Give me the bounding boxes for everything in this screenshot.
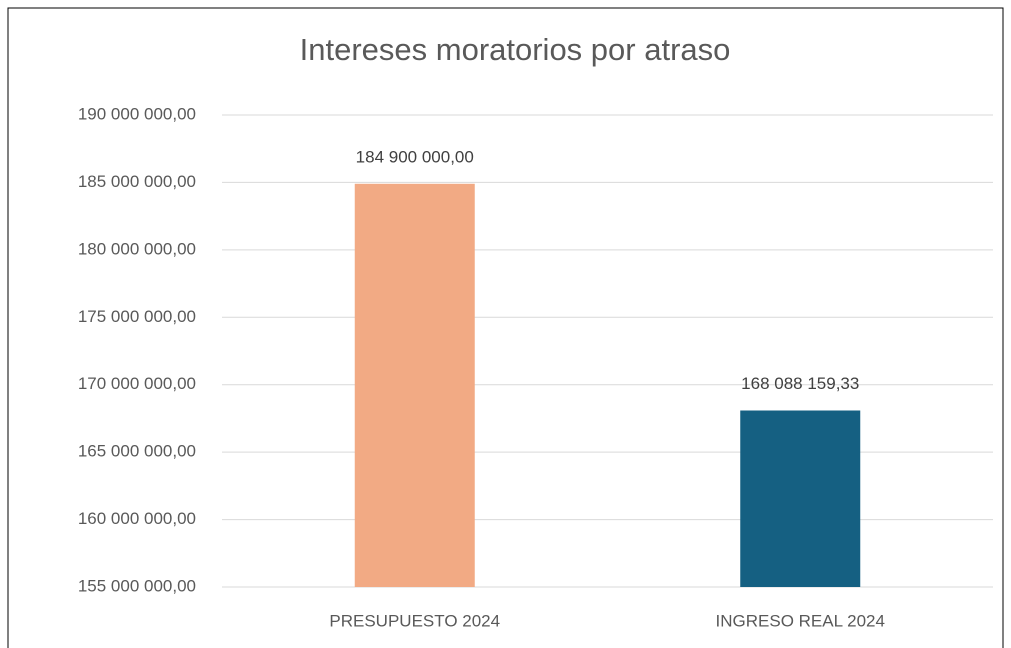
x-tick-label: INGRESO REAL 2024 [716, 611, 885, 630]
y-tick-label: 180 000 000,00 [78, 239, 196, 258]
chart-title: Intereses moratorios por atraso [300, 32, 731, 67]
y-tick-label: 165 000 000,00 [78, 442, 196, 461]
y-tick-label: 170 000 000,00 [78, 374, 196, 393]
y-tick-label: 155 000 000,00 [78, 576, 196, 595]
y-tick-label: 175 000 000,00 [78, 307, 196, 326]
y-tick-label: 190 000 000,00 [78, 104, 196, 123]
bar [354, 183, 475, 587]
data-label: 168 088 159,33 [741, 374, 859, 393]
y-tick-label: 185 000 000,00 [78, 172, 196, 191]
y-tick-label: 160 000 000,00 [78, 509, 196, 528]
bar [740, 410, 861, 587]
x-tick-label: PRESUPUESTO 2024 [329, 611, 500, 630]
data-label: 184 900 000,00 [356, 147, 474, 166]
